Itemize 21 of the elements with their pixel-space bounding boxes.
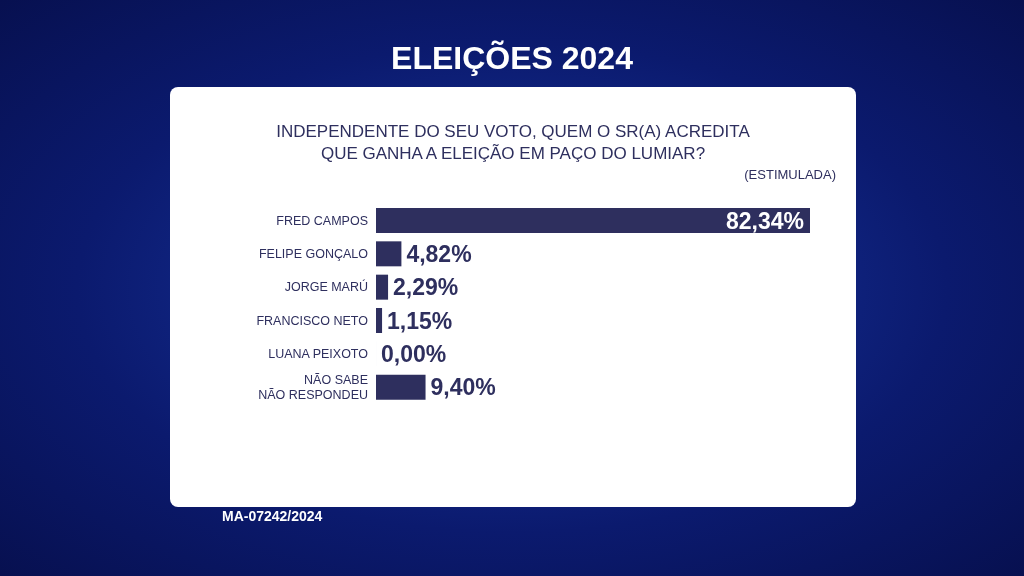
data-label: 82,34% bbox=[725, 207, 804, 234]
data-label: 0,00% bbox=[381, 340, 447, 367]
bar bbox=[376, 241, 402, 267]
data-label: 9,40% bbox=[430, 374, 496, 401]
text: ELEIÇÕES 2024 bbox=[390, 40, 634, 77]
data-label: 1,15% bbox=[387, 307, 453, 334]
bar bbox=[376, 374, 426, 400]
bar bbox=[376, 274, 389, 300]
y-tick-label: LUANA PEIXOTO bbox=[268, 347, 369, 361]
y-tick-label: FRANCISCO NETO bbox=[256, 313, 369, 328]
y-tick-label: JORGE MARÚ bbox=[284, 279, 368, 295]
bar bbox=[376, 308, 383, 333]
chart-subtitle: (ESTIMULADA) bbox=[744, 167, 836, 182]
chart-title: INDEPENDENTE DO SEU VOTO, QUEM O SR(A) ACREDITA QUE GANHA A ELEIÇÃO EM PAÇO DO LUMIAR? bbox=[275, 121, 751, 165]
text: MA-07242/2024 bbox=[222, 508, 323, 524]
y-tick-label: FRED CAMPOS bbox=[276, 213, 368, 228]
bar bbox=[376, 208, 810, 233]
y-tick-label: FELIPE GONÇALO bbox=[258, 247, 369, 261]
y-tick-label: NÃO SABE NÃO RESPONDEU bbox=[258, 373, 368, 403]
data-label: 2,29% bbox=[393, 274, 459, 301]
data-label: 4,82% bbox=[406, 240, 472, 267]
